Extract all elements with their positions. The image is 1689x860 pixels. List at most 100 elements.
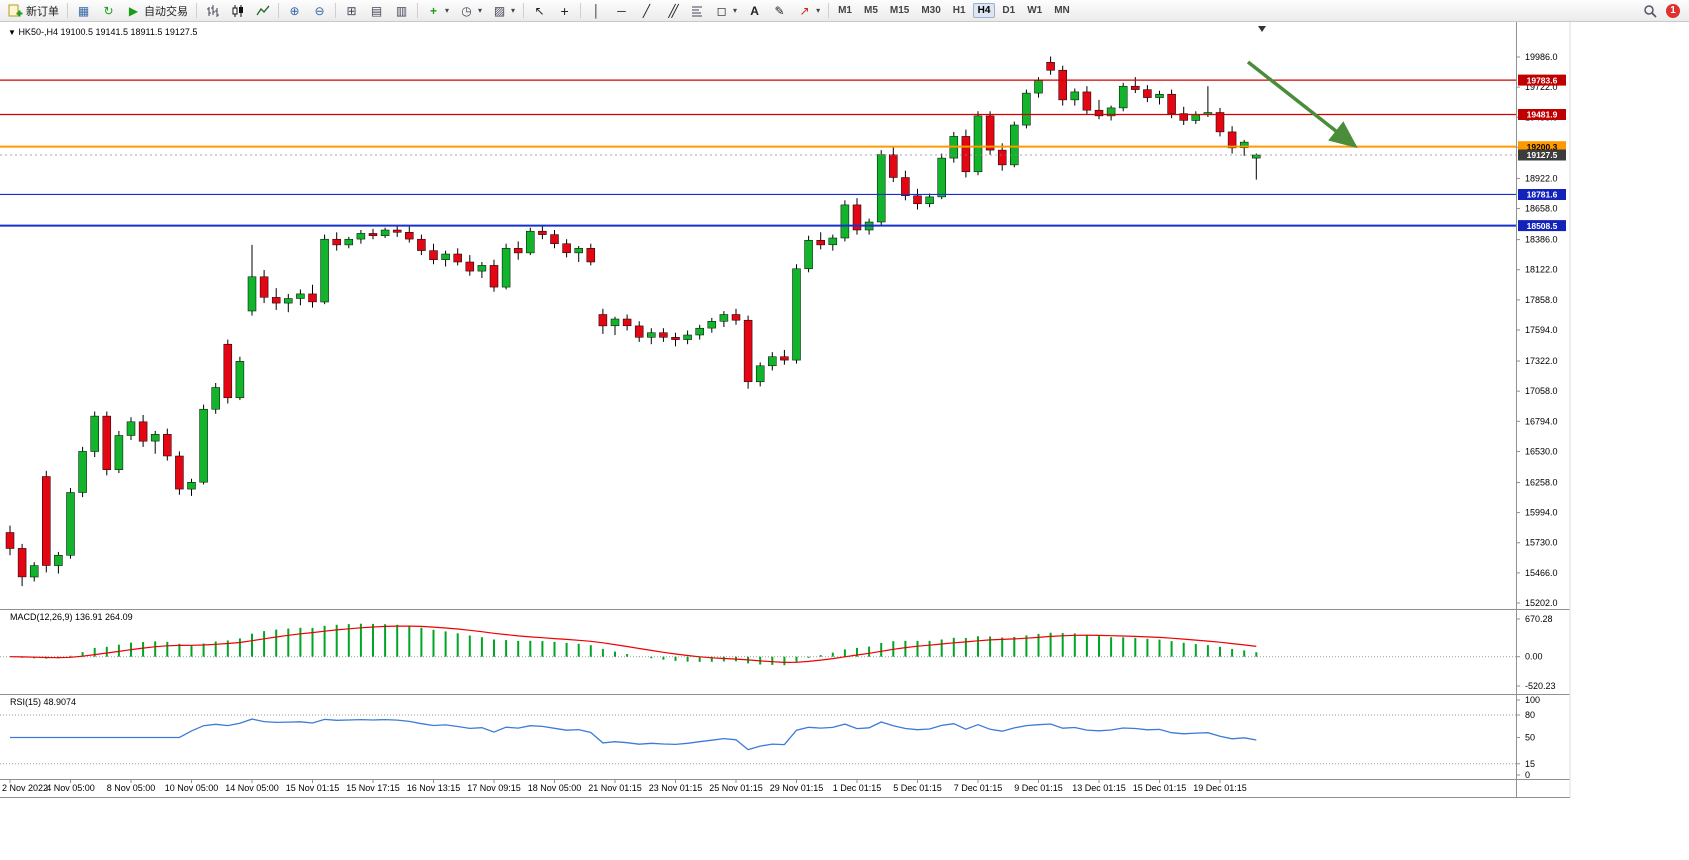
chevron-down-icon: ▾	[511, 6, 516, 15]
new-order-label: 新订单	[26, 5, 59, 18]
refresh-button[interactable]: ↻	[96, 1, 121, 20]
zoom-out-icon: ⊖	[314, 3, 325, 18]
indicators-icon: +	[429, 3, 437, 18]
cascade-windows-button[interactable]: ▤	[364, 1, 389, 20]
periods-button[interactable]: ◷ ▾	[454, 1, 487, 20]
toolbar-separator	[335, 3, 336, 18]
svg-text:19 Dec 01:15: 19 Dec 01:15	[1193, 783, 1247, 793]
chevron-down-icon: ▾	[816, 6, 821, 15]
svg-text:15994.0: 15994.0	[1525, 508, 1558, 518]
text-tool-button[interactable]: A	[742, 1, 767, 20]
svg-text:18 Nov 05:00: 18 Nov 05:00	[528, 783, 582, 793]
svg-text:0: 0	[1525, 770, 1530, 780]
autotrading-button[interactable]: ▶ 自动交易	[121, 1, 193, 20]
shapes-icon: ◻	[716, 3, 727, 18]
text-label-tool-button[interactable]: ✎	[767, 1, 792, 20]
svg-text:19722.0: 19722.0	[1525, 82, 1558, 92]
pencil-icon: ✎	[774, 3, 785, 18]
svg-text:670.28: 670.28	[1525, 614, 1553, 624]
zoom-out-button[interactable]: ⊖	[307, 1, 332, 20]
shapes-tool-button[interactable]: ◻ ▾	[709, 1, 742, 20]
time-axis[interactable]	[0, 780, 1570, 798]
svg-text:16794.0: 16794.0	[1525, 416, 1558, 426]
svg-text:18781.6: 18781.6	[1527, 190, 1558, 200]
svg-text:17858.0: 17858.0	[1525, 295, 1558, 305]
svg-text:19783.6: 19783.6	[1527, 75, 1558, 85]
svg-text:14 Nov 05:00: 14 Nov 05:00	[225, 783, 279, 793]
arrange-windows-button[interactable]: ▥	[389, 1, 414, 20]
one-click-trading-toggle[interactable]: ▼	[8, 28, 16, 37]
rsi-panel[interactable]	[0, 695, 1516, 779]
tile-windows-button[interactable]: ⊞	[339, 1, 364, 20]
svg-text:19200.3: 19200.3	[1527, 142, 1558, 152]
channel-tool-button[interactable]: ╱╱	[659, 1, 684, 20]
svg-text:15730.0: 15730.0	[1525, 538, 1558, 548]
svg-text:-520.23: -520.23	[1525, 681, 1556, 691]
trendline-tool-button[interactable]: ╱	[634, 1, 659, 20]
tf-d1-button[interactable]: D1	[1002, 5, 1016, 16]
indicators-button[interactable]: + ▾	[421, 1, 454, 20]
horizontal-line-icon: ─	[617, 3, 626, 18]
toolbar-separator	[828, 3, 830, 18]
tf-mn-button[interactable]: MN	[1054, 5, 1070, 16]
crosshair-icon: +	[560, 2, 569, 19]
svg-text:19481.9: 19481.9	[1527, 110, 1558, 120]
tf-h4-button[interactable]: H4	[972, 3, 996, 18]
chevron-down-icon: ▾	[478, 6, 483, 15]
svg-text:15202.0: 15202.0	[1525, 598, 1558, 608]
tf-m30-button[interactable]: M30	[921, 5, 941, 16]
main-plot[interactable]	[0, 38, 1516, 608]
crosshair-tool-button[interactable]: +	[552, 1, 577, 20]
bar-chart-mode-button[interactable]	[200, 1, 225, 20]
svg-text:15 Dec 01:15: 15 Dec 01:15	[1133, 783, 1187, 793]
zoom-in-button[interactable]: ⊕	[282, 1, 307, 20]
vertical-line-icon: │	[592, 3, 601, 18]
cascade-windows-icon: ▤	[370, 3, 383, 18]
svg-text:17 Nov 09:15: 17 Nov 09:15	[467, 783, 521, 793]
tf-m5-button[interactable]: M5	[863, 5, 878, 16]
svg-text:23 Nov 01:15: 23 Nov 01:15	[649, 783, 703, 793]
arrows-tool-button[interactable]: ↗ ▾	[792, 1, 825, 20]
autotrading-label: 自动交易	[144, 5, 188, 18]
notification-badge[interactable]: 1	[1666, 3, 1680, 18]
new-chart-button[interactable]: ▦	[71, 1, 96, 20]
tf-m15-button[interactable]: M15	[889, 5, 910, 16]
new-order-button[interactable]: 新订单	[3, 1, 64, 20]
svg-text:5 Dec 01:15: 5 Dec 01:15	[893, 783, 942, 793]
tf-h1-button[interactable]: H1	[952, 5, 966, 16]
arrange-windows-icon: ▥	[395, 3, 408, 18]
search-icon	[1642, 3, 1657, 18]
svg-text:100: 100	[1525, 695, 1540, 705]
svg-text:0.00: 0.00	[1525, 652, 1543, 662]
candlestick-mode-button[interactable]	[225, 1, 250, 20]
price-chart[interactable]: 19986.019722.019458.019194.018922.018658…	[0, 22, 1689, 860]
line-chart-mode-button[interactable]	[250, 1, 275, 20]
horizontal-line-tool-button[interactable]: ─	[609, 1, 634, 20]
arrow-symbol-icon: ↗	[799, 3, 810, 18]
trend-arrow-annotation[interactable]	[1246, 60, 1358, 149]
tf-m1-button[interactable]: M1	[838, 5, 852, 16]
macd-panel[interactable]	[0, 610, 1516, 694]
toolbar-separator	[580, 3, 582, 18]
macd-indicator-label: MACD(12,26,9) 136.91 264.09	[10, 612, 133, 622]
templates-button[interactable]: ▨ ▾	[487, 1, 520, 20]
svg-text:7 Dec 01:15: 7 Dec 01:15	[954, 783, 1003, 793]
fibonacci-tool-button[interactable]	[684, 1, 709, 20]
vertical-line-tool-button[interactable]: │	[584, 1, 609, 20]
channel-icon: ╱╱	[668, 3, 678, 18]
svg-text:18508.5: 18508.5	[1527, 221, 1558, 231]
zoom-in-icon: ⊕	[289, 3, 300, 18]
price-axis[interactable]	[1517, 22, 1570, 797]
chart-info-line: HK50-,H4 19100.5 19141.5 18911.5 19127.5	[18, 27, 198, 37]
chevron-down-icon: ▾	[733, 6, 738, 15]
toolbar-separator	[67, 3, 68, 18]
toolbar: 新订单 ▦ ↻ ▶ 自动交易 ⊕ ⊖ ⊞ ▤ ▥ + ▾ ◷ ▾ ▨ ▾ ↖	[0, 0, 1689, 22]
svg-text:13 Dec 01:15: 13 Dec 01:15	[1072, 783, 1126, 793]
line-chart-icon	[255, 3, 270, 18]
svg-text:17322.0: 17322.0	[1525, 356, 1558, 366]
cursor-tool-button[interactable]: ↖	[527, 1, 552, 20]
tf-w1-button[interactable]: W1	[1027, 5, 1043, 16]
search-button[interactable]	[1637, 1, 1662, 20]
trendline-icon: ╱	[642, 3, 651, 18]
svg-text:16 Nov 13:15: 16 Nov 13:15	[407, 783, 461, 793]
